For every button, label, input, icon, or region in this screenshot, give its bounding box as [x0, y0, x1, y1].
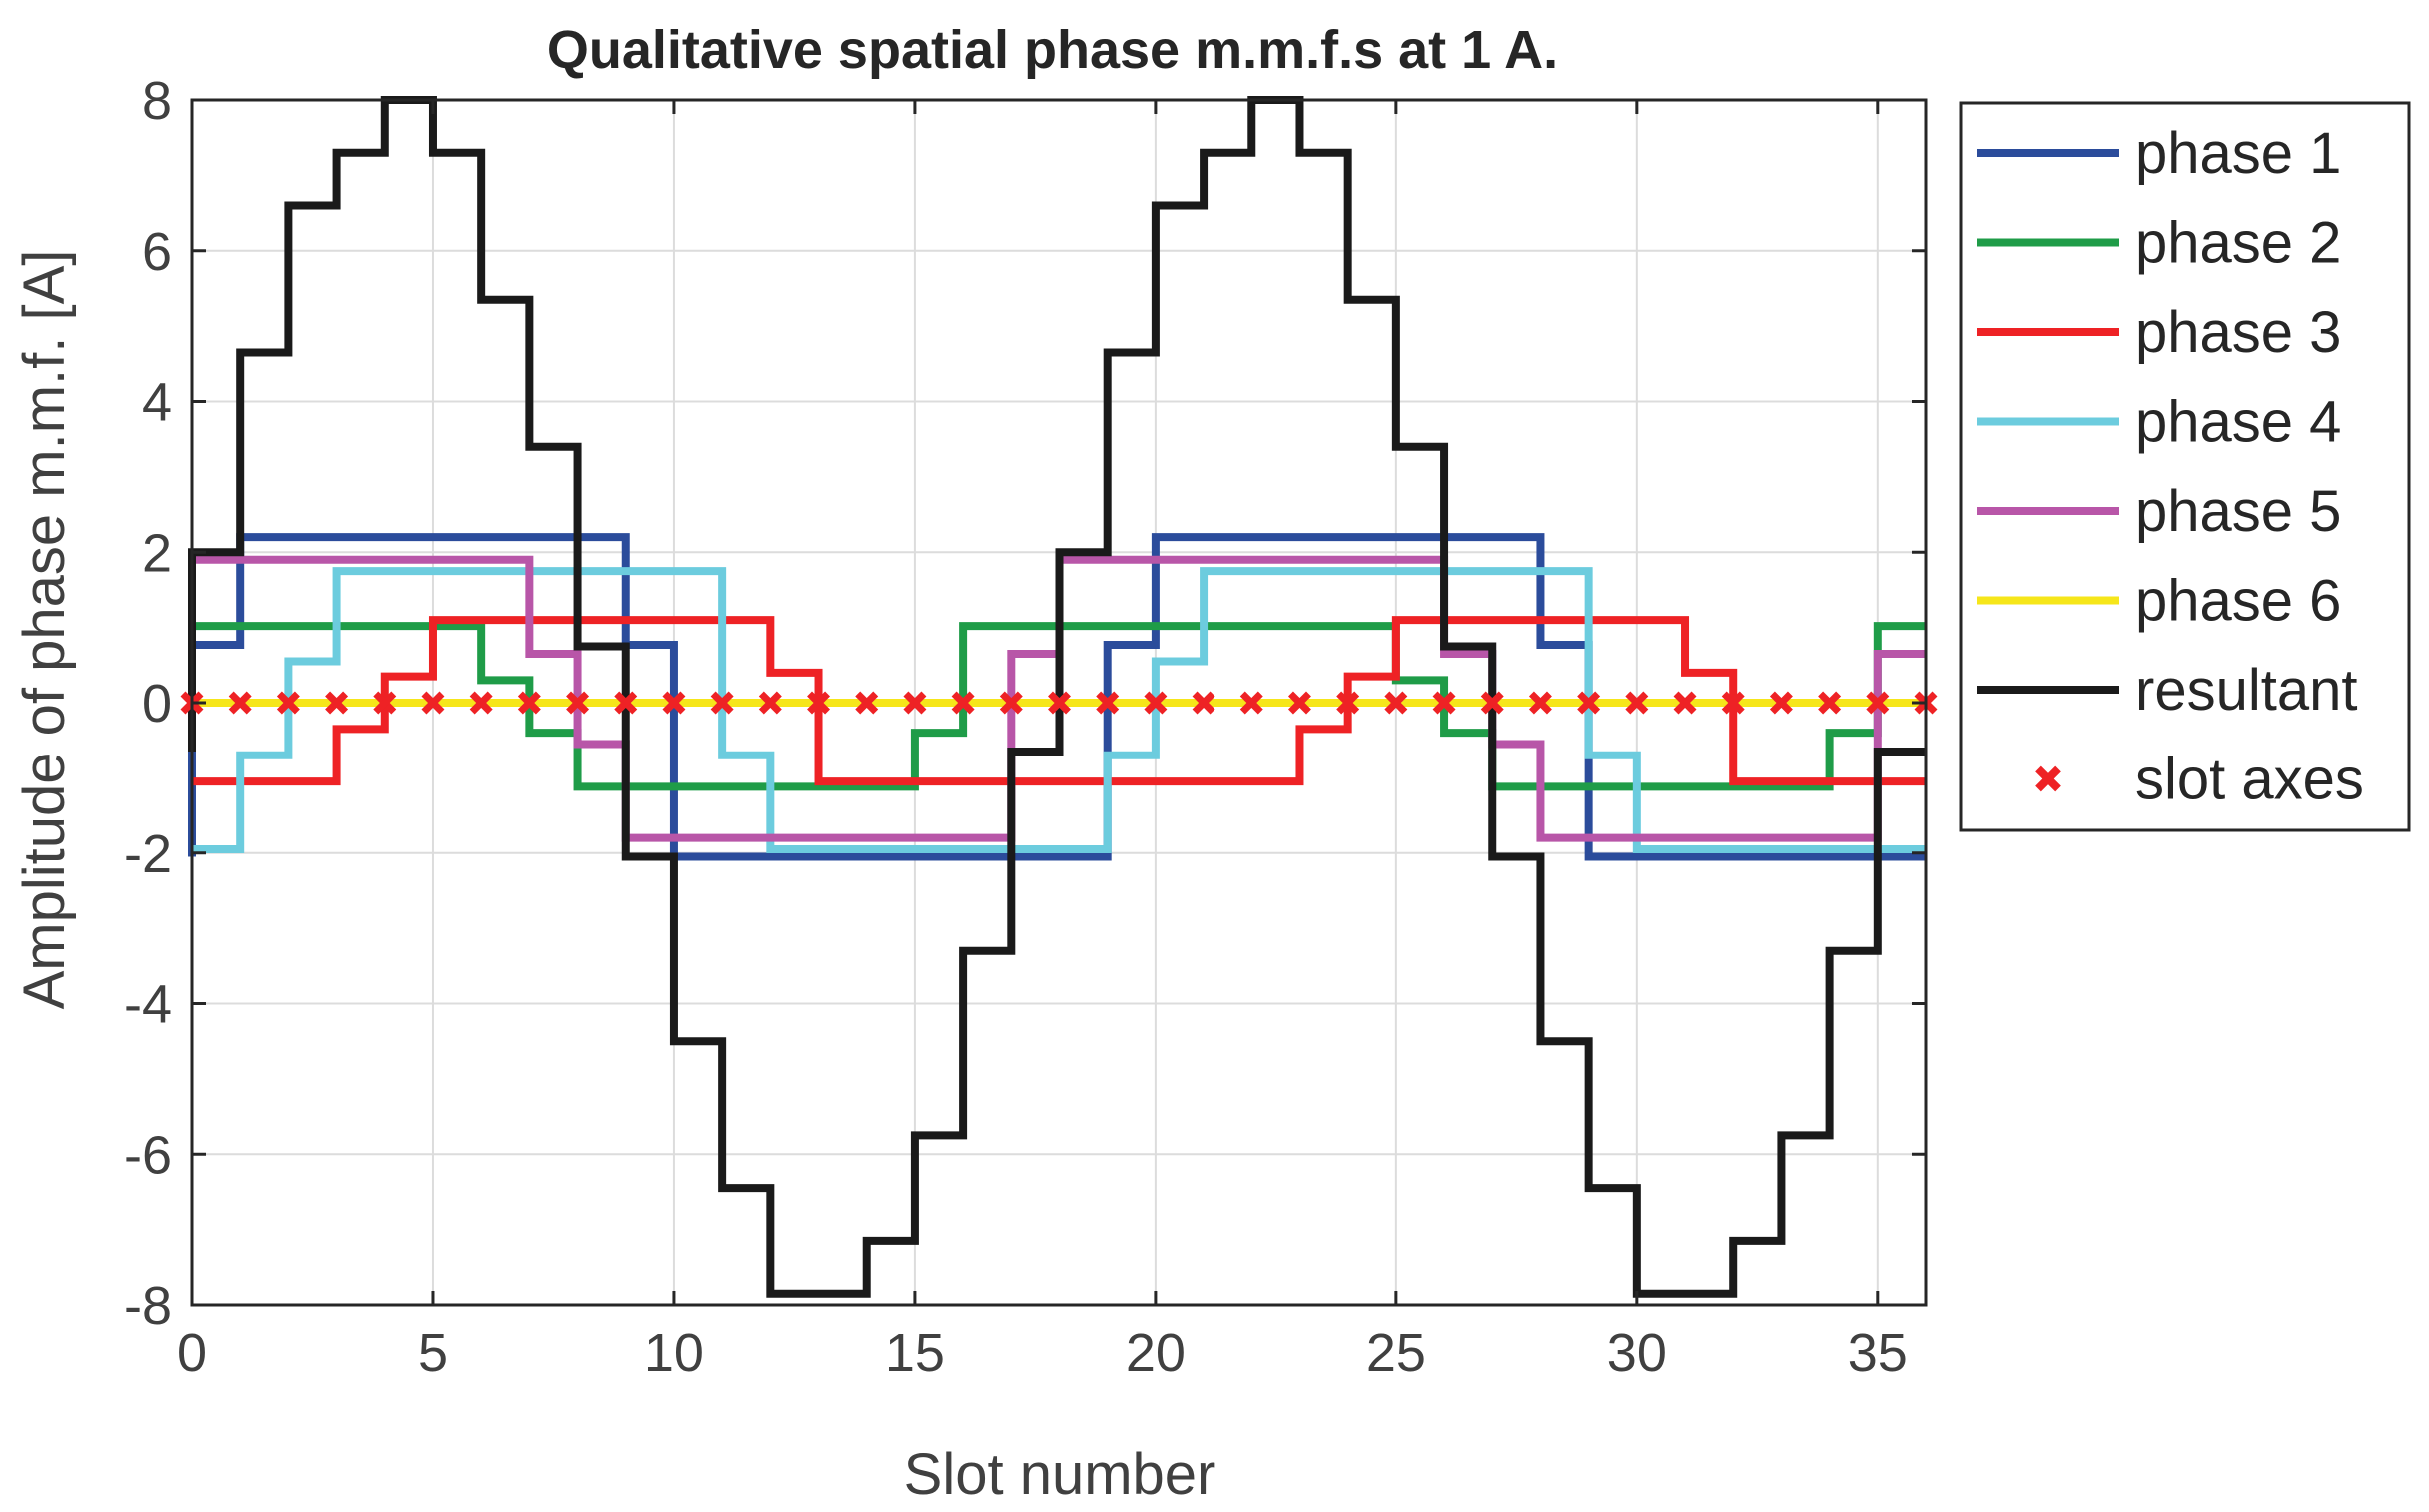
legend-label: slot axes: [2135, 748, 2364, 812]
x-tick-label: 20: [1126, 1323, 1186, 1383]
legend-label: phase 5: [2135, 479, 2341, 544]
x-tick-label: 35: [1848, 1323, 1908, 1383]
x-tick-label: 30: [1607, 1323, 1667, 1383]
y-axis-label: Amplitude of phase m.m.f. [A]: [12, 250, 77, 1010]
legend-label: phase 1: [2135, 121, 2341, 186]
x-tick-label: 0: [177, 1323, 207, 1383]
x-tick-label: 25: [1366, 1323, 1426, 1383]
chart-figure: Qualitative spatial phase m.m.f.s at 1 A…: [0, 0, 2429, 1512]
x-tick-label: 15: [885, 1323, 945, 1383]
y-tick-label: -6: [124, 1125, 172, 1185]
y-tick-label: 0: [142, 674, 172, 734]
y-axis-ticks: 8 6 4 2 0 -2 -4 -6 -8: [124, 71, 172, 1336]
x-axis-label: Slot number: [904, 1442, 1216, 1507]
legend-label: phase 2: [2135, 211, 2341, 276]
x-axis-ticks: 0 5 10 15 20 25 30 35: [177, 1323, 1908, 1383]
legend-label: phase 3: [2135, 300, 2341, 365]
y-tick-label: 2: [142, 523, 172, 583]
series-line-resultant: [192, 100, 1926, 1294]
legend-label: resultant: [2135, 658, 2357, 723]
y-tick-label: -8: [124, 1276, 172, 1336]
legend: phase 1 phase 2 phase 3 phase 4 phase 5 phase…: [1961, 103, 2409, 830]
chart-title: Qualitative spatial phase m.m.f.s at 1 A…: [547, 20, 1558, 80]
y-tick-label: -4: [124, 975, 172, 1035]
plot-series: [183, 100, 1935, 1294]
y-tick-label: 6: [142, 222, 172, 282]
y-tick-label: -2: [124, 824, 172, 884]
x-tick-label: 10: [644, 1323, 704, 1383]
chart-canvas: Qualitative spatial phase m.m.f.s at 1 A…: [0, 0, 2429, 1512]
legend-label: phase 4: [2135, 390, 2341, 455]
y-tick-label: 8: [142, 71, 172, 131]
y-tick-label: 4: [142, 373, 172, 433]
legend-label: phase 6: [2135, 569, 2341, 634]
x-tick-label: 5: [418, 1323, 448, 1383]
